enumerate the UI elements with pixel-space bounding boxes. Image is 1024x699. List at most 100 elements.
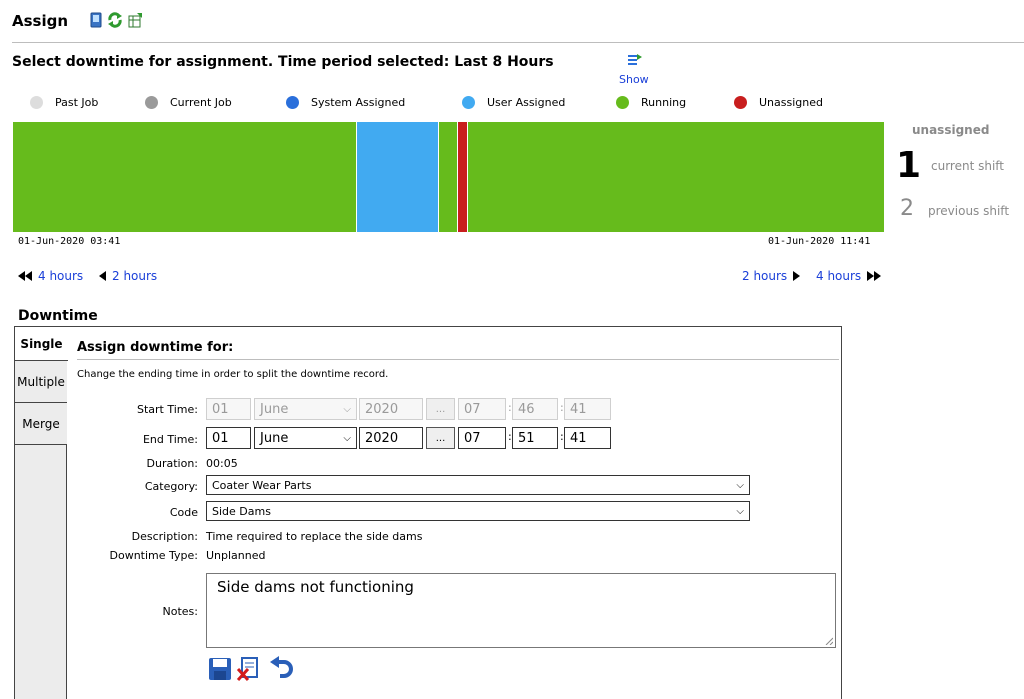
code-label: Code <box>169 506 198 519</box>
previous-shift-count[interactable]: 2 <box>900 196 914 221</box>
delete-icon[interactable] <box>236 656 262 682</box>
tab-multiple[interactable]: Multiple <box>15 361 67 403</box>
legend-label: User Assigned <box>487 95 566 109</box>
end-month-value: June <box>260 430 289 446</box>
description-label: Description: <box>131 530 198 543</box>
instruction-text: Change the ending time in order to split… <box>77 369 389 380</box>
start-minute-field[interactable]: 46 <box>512 398 558 420</box>
end-month-select[interactable]: June ⌵ <box>254 427 357 449</box>
resize-grip-icon[interactable] <box>825 637 833 645</box>
legend-past-job: Past Job <box>30 95 98 109</box>
tab-single[interactable]: Single <box>15 327 68 361</box>
start-month-value: June <box>260 401 289 417</box>
refresh-icon[interactable] <box>107 12 123 28</box>
system-assigned-dot <box>286 95 299 109</box>
double-right-arrow-icon <box>867 271 882 281</box>
end-time-label: End Time: <box>142 433 198 446</box>
double-left-arrow-icon <box>18 271 32 281</box>
time-separator: : <box>508 430 512 443</box>
chevron-down-icon: ⌵ <box>736 479 744 491</box>
current-shift-label[interactable]: current shift <box>931 159 1005 173</box>
header-divider <box>12 42 1024 43</box>
forward-4-hours-link[interactable]: 4 hours <box>816 269 882 283</box>
start-year-field[interactable]: 2020 <box>359 398 423 420</box>
duration-value: 00:05 <box>206 457 238 470</box>
time-separator: : <box>560 430 564 443</box>
timeline-segment-running[interactable] <box>13 122 356 232</box>
legend-user-assigned: User Assigned <box>462 95 565 109</box>
assign-divider <box>77 359 839 360</box>
end-minute-field[interactable]: 51 <box>512 427 558 449</box>
timeline-segment-running[interactable] <box>468 122 884 232</box>
category-select[interactable]: Coater Wear Parts ⌵ <box>206 475 750 495</box>
legend-label: Unassigned <box>759 95 823 109</box>
chevron-down-icon: ⌵ <box>343 403 351 415</box>
legend-label: Current Job <box>170 95 232 109</box>
start-time-label: Start Time: <box>137 403 198 416</box>
start-second-field[interactable]: 41 <box>564 398 611 420</box>
start-hour-field[interactable]: 07 <box>458 398 506 420</box>
export-icon[interactable] <box>127 12 143 28</box>
current-shift-count[interactable]: 1 <box>896 145 922 186</box>
time-separator: : <box>508 401 512 414</box>
device-icon[interactable] <box>88 12 104 28</box>
back-2-hours-label: 2 hours <box>112 269 158 283</box>
user-assigned-dot <box>462 95 475 109</box>
right-arrow-icon <box>793 271 801 281</box>
previous-shift-label[interactable]: previous shift <box>928 204 1010 218</box>
legend-running: Running <box>616 95 686 109</box>
end-date-picker-button[interactable]: ... <box>426 427 455 449</box>
timeline-start-time: 01-Jun-2020 03:41 <box>18 236 121 247</box>
timeline-segment-user-assigned[interactable] <box>356 122 439 232</box>
forward-4-hours-label: 4 hours <box>816 269 862 283</box>
back-2-hours-link[interactable]: 2 hours <box>99 269 157 283</box>
start-date-picker-button[interactable]: ... <box>426 398 455 420</box>
start-day-field[interactable]: 01 <box>206 398 251 420</box>
notes-value: Side dams not functioning <box>217 578 414 596</box>
description-value: Time required to replace the side dams <box>206 530 423 543</box>
downtime-type-value: Unplanned <box>206 549 266 562</box>
tab-merge[interactable]: Merge <box>15 403 67 445</box>
code-value: Side Dams <box>212 504 271 518</box>
downtime-timeline[interactable] <box>13 122 884 232</box>
unassigned-dot <box>734 95 747 109</box>
forward-2-hours-label: 2 hours <box>742 269 788 283</box>
back-4-hours-label: 4 hours <box>38 269 84 283</box>
time-separator: : <box>560 401 564 414</box>
show-icon[interactable] <box>627 52 643 68</box>
end-year-field[interactable]: 2020 <box>359 427 423 449</box>
notes-textarea[interactable]: Side dams not functioning <box>206 573 836 648</box>
code-select[interactable]: Side Dams ⌵ <box>206 501 750 521</box>
past-job-dot <box>30 95 43 109</box>
downtime-type-label: Downtime Type: <box>109 549 199 562</box>
back-4-hours-link[interactable]: 4 hours <box>18 269 83 283</box>
running-dot <box>616 95 629 109</box>
assign-downtime-heading: Assign downtime for: <box>77 340 234 355</box>
page-title: Assign <box>12 12 69 30</box>
end-hour-field[interactable]: 07 <box>458 427 506 449</box>
show-link[interactable]: Show <box>619 73 649 86</box>
timeline-title: Select downtime for assignment. Time per… <box>12 54 554 70</box>
end-day-field[interactable]: 01 <box>206 427 251 449</box>
undo-icon[interactable] <box>268 656 294 682</box>
save-icon[interactable] <box>207 656 233 682</box>
category-label: Category: <box>144 480 198 493</box>
timeline-segment-unassigned[interactable] <box>458 122 468 232</box>
start-month-select[interactable]: June ⌵ <box>254 398 357 420</box>
category-value: Coater Wear Parts <box>212 478 312 492</box>
downtime-tabs: Single Multiple Merge <box>14 326 68 699</box>
chevron-down-icon: ⌵ <box>343 432 351 444</box>
end-second-field[interactable]: 41 <box>564 427 611 449</box>
downtime-title: Downtime <box>18 308 98 324</box>
left-arrow-icon <box>99 271 106 281</box>
notes-label: Notes: <box>162 605 198 618</box>
current-job-dot <box>145 95 158 109</box>
legend-label: Running <box>641 95 687 109</box>
timeline-segment-running[interactable] <box>439 122 458 232</box>
legend-current-job: Current Job <box>145 95 232 109</box>
timeline-end-time: 01-Jun-2020 11:41 <box>768 236 871 247</box>
legend-label: System Assigned <box>311 95 406 109</box>
chevron-down-icon: ⌵ <box>736 505 744 517</box>
forward-2-hours-link[interactable]: 2 hours <box>742 269 801 283</box>
legend-unassigned: Unassigned <box>734 95 823 109</box>
